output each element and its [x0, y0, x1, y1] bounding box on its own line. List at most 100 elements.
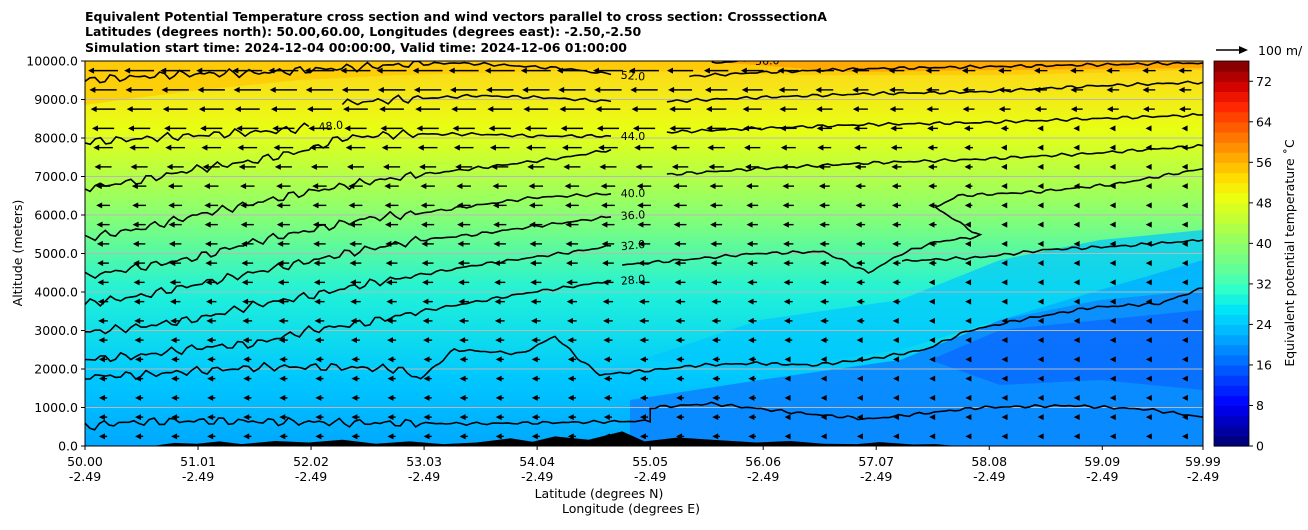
y-tick-label: 2000.0 [34, 362, 78, 377]
y-tick-label: 4000.0 [34, 285, 78, 300]
wind-vector [855, 240, 865, 247]
wind-vector [965, 279, 972, 286]
y-tick-label: 10000.0 [26, 54, 78, 69]
contour-line [341, 93, 612, 106]
wind-vector [161, 86, 189, 93]
contour-line [689, 61, 1203, 78]
wind-vector [238, 163, 256, 170]
wind-vector [601, 202, 615, 209]
wind-vector [349, 240, 362, 247]
wind-vector [963, 125, 974, 132]
wind-vector [313, 279, 325, 286]
wind-vector [567, 433, 576, 440]
wind-vector [492, 183, 507, 190]
svg-text:40.0: 40.0 [621, 187, 646, 201]
wind-vector [1109, 183, 1116, 190]
wind-vector [567, 414, 576, 421]
wind-vector [928, 221, 937, 228]
colorbar-frame [1213, 60, 1250, 447]
wind-vector [784, 317, 793, 324]
wind-vector [669, 125, 691, 132]
wind-vector [1001, 394, 1008, 401]
wind-vector [458, 317, 469, 324]
wind-vector [1109, 221, 1116, 228]
colorbar-swatch [1214, 192, 1249, 204]
wind-vector [531, 356, 540, 363]
contour-line [622, 168, 1203, 274]
wind-vector [892, 240, 901, 247]
wind-vector [779, 125, 797, 132]
wind-vector [929, 394, 936, 401]
wind-vector [856, 317, 865, 324]
wind-vector [892, 298, 901, 305]
wind-vector [856, 433, 863, 440]
wind-vector [528, 202, 543, 209]
wind-vector [1145, 298, 1152, 305]
wind-vector [675, 337, 685, 344]
wind-vector [745, 163, 760, 170]
title-line-2: Latitudes (degrees north): 50.00,60.00, … [85, 24, 642, 39]
wind-vector [94, 163, 112, 170]
wind-vector [965, 337, 972, 344]
contour-line [85, 287, 1203, 381]
wind-vector [1037, 125, 1044, 132]
colorbar-swatch [1214, 324, 1249, 336]
wind-vector [712, 356, 721, 363]
y-axis-label: Altitude (meters) [10, 200, 25, 307]
wind-vector [385, 240, 398, 247]
wind-vector [594, 86, 622, 93]
wind-vector [276, 183, 291, 190]
wind-vector [276, 202, 291, 209]
wind-vector [160, 67, 191, 74]
wind-vector [1181, 356, 1188, 363]
wind-vector [494, 298, 505, 305]
wind-vector [170, 317, 181, 324]
wind-vector [631, 106, 657, 113]
wind-vector [998, 86, 1011, 93]
wind-vector [206, 317, 217, 324]
wind-vector [1073, 144, 1080, 151]
wind-vector [565, 221, 579, 228]
wind-vector [1073, 183, 1080, 190]
wind-vector [233, 86, 261, 93]
title-line-1: Equivalent Potential Temperature cross s… [85, 9, 827, 24]
wind-vector [268, 67, 299, 74]
wind-vector [892, 337, 899, 344]
wind-vector [676, 356, 685, 363]
wind-vector [171, 433, 180, 440]
wind-vector [602, 298, 614, 305]
wind-vector [818, 163, 831, 170]
wind-vector [711, 337, 721, 344]
wind-vector [1181, 394, 1188, 401]
wind-vector [1181, 260, 1188, 267]
wind-vector [243, 375, 252, 382]
svg-text:48.0: 48.0 [318, 118, 344, 133]
warm-top [85, 61, 1203, 105]
wind-vector [207, 375, 216, 382]
wind-vector [784, 414, 791, 421]
colorbar-swatch [1214, 344, 1249, 356]
wind-vector [312, 202, 327, 209]
wind-vector [493, 240, 506, 247]
wind-vector [747, 279, 758, 286]
wind-vector [457, 221, 471, 228]
wind-vector [381, 144, 402, 151]
wind-vector [602, 260, 614, 267]
wind-vector [598, 144, 618, 151]
wind-vector [782, 221, 794, 228]
wind-vector [313, 240, 326, 247]
wind-vector [928, 260, 937, 267]
wind-vector [820, 298, 829, 305]
wind-vector [893, 394, 900, 401]
wind-vector [351, 356, 360, 363]
wind-vector [420, 202, 435, 209]
wind-vector [888, 67, 905, 74]
wind-vector [351, 394, 360, 401]
colorbar-tick-label: 72 [1256, 74, 1272, 89]
wind-vector [748, 433, 757, 440]
x-tick-label-lon: -2.49 [747, 469, 779, 484]
colorbar-tick-label: 56 [1256, 155, 1272, 170]
wind-vector [1037, 163, 1044, 170]
wind-vector [1142, 67, 1156, 74]
wind-vector [820, 356, 827, 363]
